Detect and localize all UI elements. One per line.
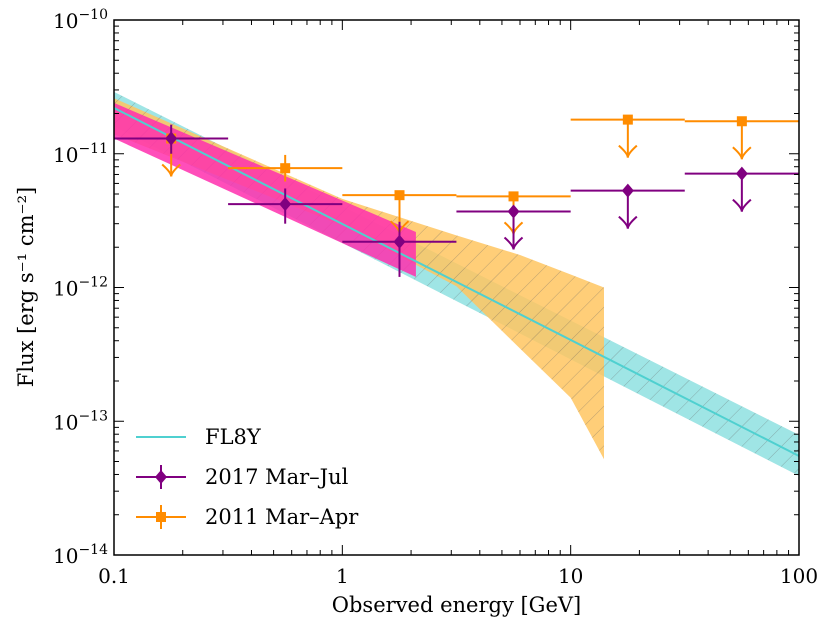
legend: FL8Y 2017 Mar–Jul 2011 Mar–Apr [136,425,359,529]
y-tick-label: 10−11 [53,141,108,167]
y-tick-label: 10−14 [53,542,108,568]
mar-jul-2017-marks [114,124,799,277]
mar-jul-point-1 [228,188,343,224]
mar-jul-upper-limit-1-arrow-head [618,215,638,229]
legend-label-mar-jul: 2017 Mar–Jul [205,465,349,489]
y-tick-exponent: −12 [78,275,108,291]
mar-jul-upper-limit-1-marker [621,183,634,198]
x-axis-label: Observed energy [GeV] [332,593,581,617]
plot-frame [113,19,800,556]
mar-apr-upper-limit-1-marker [394,190,405,201]
plot-area [114,91,799,476]
mar-apr-upper-limit-3-marker [622,114,633,125]
mar-jul-upper-limit-0 [456,204,571,250]
y-tick-base: 10 [53,544,78,568]
mar-jul-upper-limit-0-arrow-head [503,236,524,250]
y-tick-base: 10 [53,143,78,167]
mar-jul-upper-limit-2-arrow-head [732,198,752,212]
mar-apr-upper-limit-2-marker [508,191,519,202]
y-tick-label: 10−12 [53,275,108,301]
mar-jul-point-1-marker [279,197,292,212]
x-tick-label: 0.1 [98,564,130,588]
mar-apr-point-0-marker [280,163,291,174]
mar-jul-point-0-marker [165,131,178,146]
mar-apr-upper-limit-4-marker [736,116,747,127]
y-tick-exponent: −10 [78,7,108,23]
y-tick-exponent: −11 [78,141,108,157]
legend-label-mar-apr: 2011 Mar–Apr [205,505,359,529]
mar-jul-upper-limit-2-marker [735,166,748,181]
x-tick-label: 1 [336,564,349,588]
legend-mar-jul-marker [136,465,186,489]
y-tick-exponent: −13 [78,408,108,424]
y-axis-label: Flux [erg s⁻¹ cm⁻²] [14,187,38,387]
mar-apr-upper-limit-3 [570,114,685,158]
y-tick-base: 10 [53,410,78,434]
axis-ticks [113,20,799,556]
y-tick-base: 10 [53,9,78,33]
y-tick-base: 10 [53,277,78,301]
mar-jul-upper-limit-2 [684,166,799,212]
mar-jul-upper-limit-1 [570,183,685,229]
legend-mar-apr-marker [136,505,186,529]
fl8y-line [114,107,799,457]
x-tick-labels: 0.1 1 10 100 [98,564,818,588]
mar-jul-point-0 [114,124,229,154]
y-tick-label: 10−10 [53,7,108,33]
mar-apr-upper-limit-3-arrow-head [618,144,638,158]
legend-label-fl8y: FL8Y [205,425,262,449]
x-tick-label: 100 [780,564,818,588]
x-tick-label: 10 [558,564,583,588]
y-tick-label: 10−13 [53,408,108,434]
mar-jul-point-2 [342,221,457,277]
mar-apr-point-0 [228,154,343,182]
y-tick-exponent: −14 [78,542,108,558]
mar-jul-upper-limit-0-marker [507,204,520,219]
mar-apr-upper-limit-0-arrow-head [161,163,181,177]
mar-jul-point-2-marker [393,234,406,249]
